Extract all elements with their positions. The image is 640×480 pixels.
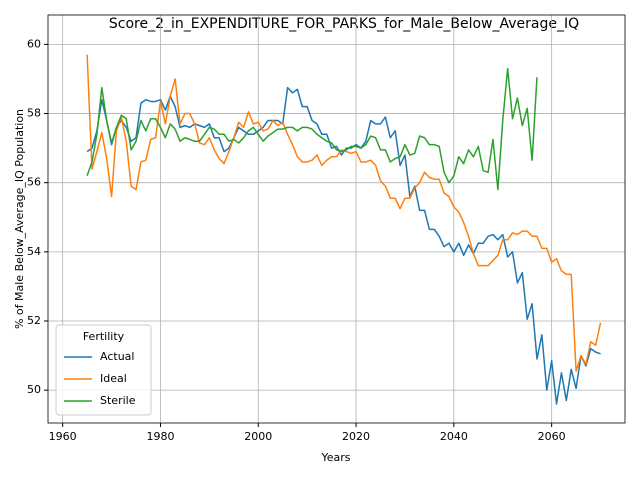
x-tick-label: 2000 [244,430,272,443]
y-tick-label: 52 [27,314,41,327]
lines [86,54,602,405]
x-tick-label: 2020 [342,430,370,443]
legend-box [55,324,152,416]
x-tick-label: 1980 [146,430,174,443]
chart-title: Score_2_in_EXPENDITURE_FOR_PARKS_for_Mal… [109,16,579,32]
y-tick-label: 50 [27,383,41,396]
x-tick-label: 2060 [538,430,566,443]
series-line [86,67,538,191]
legend-title: Fertility [83,330,125,343]
series-line [86,86,601,405]
grid [48,15,625,423]
x-tick-label: 2040 [440,430,468,443]
plot-frame [47,14,626,424]
y-axis-label: % of Male Below_Average_IQ Population [13,109,26,329]
y-tick-label: 58 [27,107,41,120]
legend-label: Sterile [100,394,136,407]
legend-label: Ideal [100,372,127,385]
x-tick-label: 1960 [49,430,77,443]
y-tick-label: 54 [27,245,41,258]
legend-label: Actual [100,350,134,363]
ticks: 1960 1980 2000 2020 2040 2060 50 52 54 56 58 60 [27,37,566,443]
y-tick-label: 56 [27,176,41,189]
legend: Fertility Actual Ideal Sterile [55,324,152,416]
y-tick-label: 60 [27,37,41,50]
x-axis-label: Years [320,451,350,464]
